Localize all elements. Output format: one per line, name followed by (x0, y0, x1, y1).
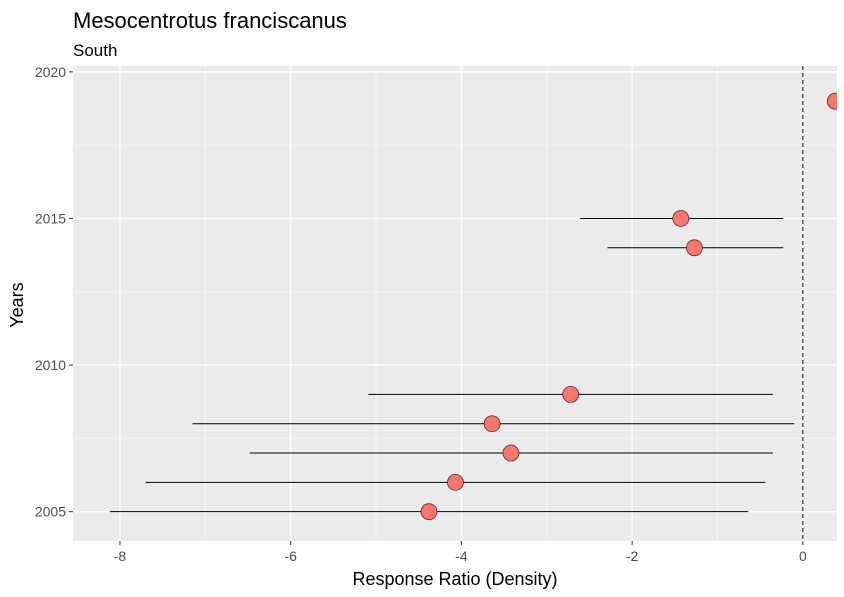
point-2014 (686, 239, 703, 257)
x-tick-label: -8 (114, 548, 127, 564)
point-2005 (420, 503, 438, 521)
point-2006 (447, 473, 464, 491)
point-2019 (826, 92, 837, 110)
point-2015 (672, 210, 690, 227)
plot-panel (73, 66, 837, 541)
y-axis: 2005 2010 2015 2020 (35, 64, 73, 520)
y-tick-label: 2005 (35, 504, 66, 520)
x-axis: -8 -6 -4 -2 0 (114, 541, 807, 564)
x-axis-title: Response Ratio (Density) (352, 569, 557, 589)
y-tick-label: 2020 (35, 64, 66, 80)
chart-subtitle: South (73, 41, 117, 60)
x-tick-label: -2 (626, 548, 639, 564)
minor-gridlines (73, 66, 837, 541)
x-tick-label: -4 (455, 548, 468, 564)
y-axis-title: Years (7, 282, 27, 327)
y-tick-label: 2010 (35, 357, 66, 373)
point-2007 (502, 444, 520, 462)
point-2008 (483, 415, 501, 433)
chart-title: Mesocentrotus franciscanus (73, 8, 347, 33)
point-2009 (562, 385, 580, 403)
y-tick-label: 2015 (35, 210, 66, 226)
x-tick-label: 0 (799, 548, 807, 564)
x-tick-label: -6 (284, 548, 297, 564)
data-points (420, 92, 837, 521)
